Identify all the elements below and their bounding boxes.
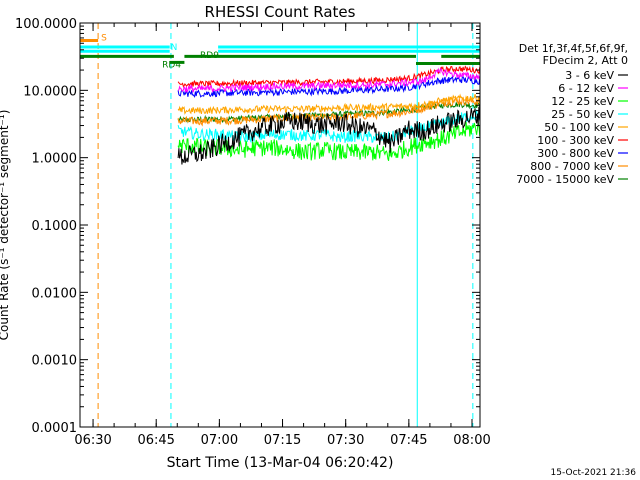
y-tick-label-1: 10.0000 [23,84,77,99]
x-tick-label-5: 07:45 [390,433,427,448]
x-tick-label-1: 06:45 [137,433,174,448]
legend-header-0: Det 1f,3f,4f,5f,6f,9f, [519,42,628,55]
legend-entry-label-0: 3 - 6 keV [565,69,614,82]
series-line-2 [177,121,480,161]
series-line-0 [177,106,480,165]
x-tick-label-0: 06:30 [74,433,111,448]
annotation-label-3: RD9 [200,51,219,61]
x-tick-label-3: 07:15 [264,433,301,448]
legend-entry-label-6: 300 - 800 keV [537,147,614,160]
y-tick-label-6: 0.0001 [32,421,78,436]
footer-timestamp: 15-Oct-2021 21:36 [551,468,637,478]
legend: Det 1f,3f,4f,5f,6f,9f,FDecim 2, Att 0 3 -… [516,42,628,186]
annotation-label-0: S [101,33,107,43]
legend-entry-label-1: 6 - 12 keV [558,82,614,95]
series-line-1 [177,67,480,94]
axis-layer: 100.0000 10.0000 1.0000 0.1000 0.0100 0.0010 0… [15,17,491,448]
legend-entry-label-5: 100 - 300 keV [537,134,614,147]
annotation-label-2: RD4 [162,60,181,70]
series-line-4 [177,93,480,115]
legend-entry-label-8: 7000 - 15000 keV [516,173,614,186]
y-tick-label-5: 0.0010 [32,354,78,369]
legend-entry-label-4: 50 - 100 keV [544,121,614,134]
x-axis-label: Start Time (13-Mar-04 06:20:42) [167,455,394,471]
plot-clip-group: S N RD4 RD9 [80,23,480,427]
legend-entry-label-3: 25 - 50 keV [551,108,614,121]
annotation-label-1: N [171,43,178,53]
chart-title: RHESSI Count Rates [205,3,356,21]
x-tick-label-6: 08:00 [453,433,490,448]
y-tick-label-2: 1.0000 [32,152,78,167]
series-line-8 [177,101,480,124]
y-tick-label-0: 100.0000 [15,17,77,32]
legend-entry-label-7: 800 - 7000 keV [530,160,614,173]
y-tick-label-4: 0.0100 [32,286,78,301]
x-tick-label-4: 07:30 [327,433,364,448]
y-axis-label: Count Rate (s⁻¹ detector⁻¹ segment⁻¹) [0,110,11,341]
series-line-6 [177,75,480,98]
legend-entry-label-2: 12 - 25 keV [551,95,614,108]
series-line-5 [177,65,480,88]
legend-header-1: FDecim 2, Att 0 [543,54,628,67]
plot-layer: S N RD4 RD9 [80,23,480,427]
y-tick-label-3: 0.1000 [32,219,78,234]
x-tick-label-2: 07:00 [201,433,238,448]
